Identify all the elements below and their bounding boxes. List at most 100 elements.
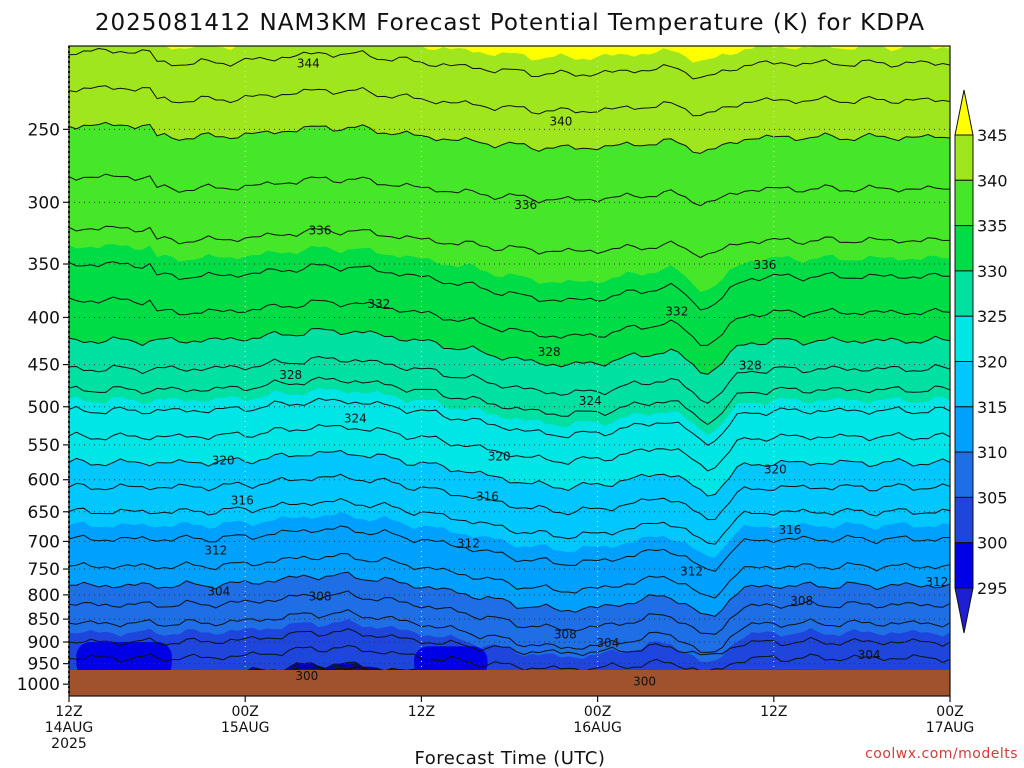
contour-label: 304	[858, 648, 881, 662]
contour-label: 312	[925, 575, 948, 589]
contour-label: 328	[538, 345, 561, 359]
contour-line	[69, 609, 950, 653]
contour-label: 320	[764, 463, 787, 477]
y-tick-label: 250	[28, 120, 60, 140]
y-tick-label: 1000	[17, 675, 60, 695]
x-axis-title: Forecast Time (UTC)	[415, 748, 606, 768]
contour-label: 324	[344, 412, 367, 426]
contour-label: 328	[739, 358, 762, 372]
contour-label: 316	[476, 490, 499, 504]
contour-label: 336	[309, 224, 332, 238]
colorbar-max-arrow	[954, 89, 974, 136]
contour-label: 320	[488, 449, 511, 463]
colorbar-label: 305	[977, 488, 1008, 507]
colorbar-label: 335	[977, 217, 1008, 236]
colorbar-segment	[954, 179, 974, 227]
contour-label: 332	[367, 297, 390, 311]
contour-labels: 344 340 336 336 336 332 332 328 328 328 324 324 320 3…	[204, 56, 948, 688]
ground-surface	[69, 670, 950, 696]
colorbar-label: 345	[977, 126, 1008, 145]
colorbar-label: 340	[977, 171, 1008, 190]
x-tick-label: 12Z	[408, 704, 435, 720]
contour-label: 312	[680, 565, 703, 579]
x-tick-label: 12Z	[55, 704, 82, 720]
contour-label: 312	[204, 543, 227, 557]
colorbar-label: 330	[977, 262, 1008, 281]
credit-text: coolwx.com/modelts	[865, 746, 1018, 762]
y-tick-label: 550	[28, 436, 60, 456]
colorbar-segment	[954, 270, 974, 317]
contour-label: 324	[579, 394, 602, 408]
chart-title: 2025081412 NAM3KM Forecast Potential Tem…	[95, 10, 925, 36]
y-tick-label: 450	[28, 356, 60, 376]
y-tick-label: 350	[28, 255, 60, 275]
x-tick-label: 17AUG	[926, 720, 975, 736]
colorbar-segment	[954, 134, 974, 181]
colorbar-segment	[954, 225, 974, 272]
contour-label: 308	[309, 589, 332, 603]
colorbar-min-arrow	[954, 587, 974, 634]
colorbar-label: 300	[977, 534, 1008, 553]
x-tick-label: 12Z	[760, 704, 787, 720]
contour-line	[69, 121, 950, 154]
y-tick-label: 600	[28, 471, 60, 491]
colorbar-label: 325	[977, 307, 1008, 326]
y-tick-label: 700	[28, 532, 60, 552]
contour-label: 344	[297, 56, 320, 70]
y-axis: 250 300 350 400 450 500 550 600 650 700 750 800 850 9…	[17, 120, 69, 695]
contour-label: 316	[231, 494, 254, 508]
contour-line	[69, 355, 950, 404]
x-tick-label: 16AUG	[573, 720, 622, 736]
x-tick-label: 14AUG	[45, 720, 94, 736]
contour-line	[69, 173, 950, 207]
cold-pocket	[76, 642, 172, 679]
x-tick-label: 2025	[51, 736, 87, 752]
contour-line	[69, 47, 950, 80]
contour-line	[69, 497, 950, 545]
contour-line	[69, 397, 950, 446]
filled-contours	[69, 46, 950, 696]
contour-line	[69, 85, 950, 117]
contour-label: 300	[633, 674, 656, 688]
contour-label: 340	[549, 114, 572, 128]
contour-label: 300	[295, 669, 318, 683]
x-tick-label: 15AUG	[221, 720, 270, 736]
y-tick-label: 500	[28, 398, 60, 418]
contour-line	[69, 225, 950, 259]
colorbar-label: 315	[977, 398, 1008, 417]
y-tick-label: 900	[28, 633, 60, 653]
contour-line	[69, 296, 950, 346]
colorbar-segment	[954, 451, 974, 498]
contour-label: 308	[554, 627, 577, 641]
contour-label: 308	[790, 594, 813, 608]
y-tick-label: 850	[28, 610, 60, 630]
contour-line	[69, 590, 950, 635]
contour-label: 328	[279, 368, 302, 382]
contour-label: 336	[514, 198, 537, 212]
colorbar-segment	[954, 542, 974, 589]
y-tick-label: 650	[28, 503, 60, 523]
contour-label: 304	[596, 636, 619, 650]
x-tick-label: 00Z	[584, 704, 611, 720]
colorbar-label: 295	[977, 579, 1008, 598]
colorbar-segment	[954, 406, 974, 453]
colorbar-segment	[954, 496, 974, 544]
contour-label: 320	[212, 454, 235, 468]
contour-line	[69, 525, 950, 572]
contour-line	[69, 473, 950, 521]
contour-label: 316	[778, 523, 801, 537]
contour-line	[69, 571, 950, 617]
colorbar: 345 340 335 330 325 320 315 310 305 300 295	[954, 89, 1008, 634]
contour-line	[69, 424, 950, 472]
y-tick-label: 750	[28, 560, 60, 580]
x-tick-label: 00Z	[936, 704, 963, 720]
y-tick-label: 950	[28, 655, 60, 675]
band-fill	[69, 46, 950, 154]
x-tick-label: 00Z	[231, 704, 258, 720]
y-tick-label: 400	[28, 308, 60, 328]
colorbar-segment	[954, 361, 974, 408]
contour-label: 304	[207, 584, 230, 598]
colorbar-segment	[954, 315, 974, 363]
